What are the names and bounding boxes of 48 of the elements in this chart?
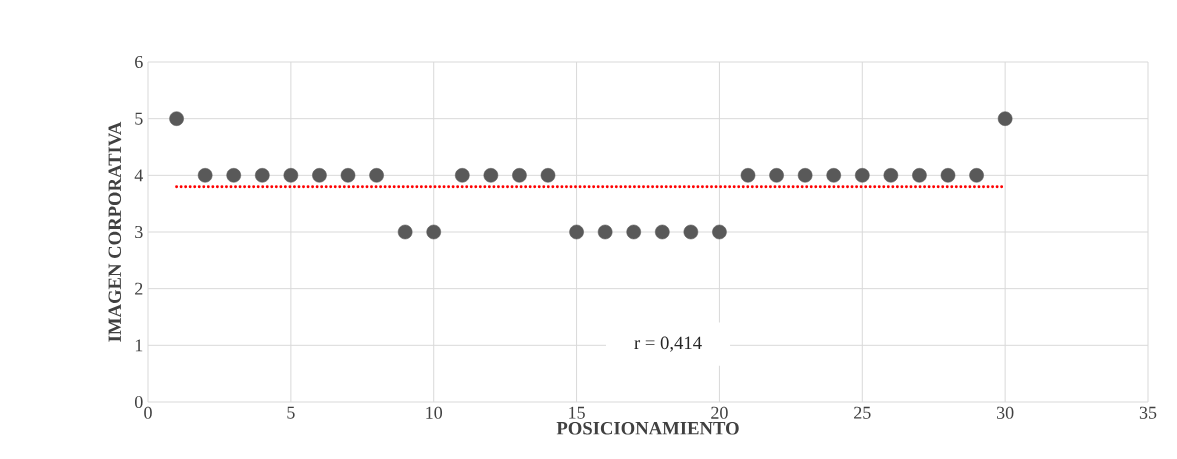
point <box>540 168 556 183</box>
y-tick-label: 6 <box>135 55 143 69</box>
point <box>397 224 413 240</box>
point <box>283 168 299 183</box>
x-tick-label: 20 <box>711 406 728 419</box>
y-tick-label: 1 <box>135 339 143 352</box>
y-tick-label: 3 <box>135 225 143 239</box>
x-tick-label: 30 <box>997 406 1014 419</box>
point <box>855 168 870 183</box>
point <box>969 168 984 183</box>
y-tick-label: 2 <box>135 282 143 295</box>
point <box>712 224 727 240</box>
point <box>797 168 813 183</box>
point <box>883 168 899 183</box>
point <box>255 168 270 183</box>
point <box>769 168 784 183</box>
point <box>912 168 927 183</box>
point <box>683 224 699 240</box>
point <box>597 224 613 240</box>
point <box>455 168 470 183</box>
point <box>340 168 356 183</box>
y-tick-label: 0 <box>134 395 143 409</box>
point <box>226 168 241 183</box>
point <box>169 111 184 126</box>
x-tick-label: 5 <box>287 406 295 419</box>
point <box>569 224 584 240</box>
point <box>512 168 527 183</box>
point <box>426 224 441 240</box>
x-tick-label: 10 <box>426 406 443 419</box>
x-tick-label: 25 <box>854 406 871 419</box>
x-tick-label: 35 <box>1139 406 1157 419</box>
x-tick-label: 15 <box>569 406 585 419</box>
x-tick-label: 0 <box>144 406 152 419</box>
y-tick-label: 5 <box>135 112 143 125</box>
point <box>483 168 499 183</box>
point <box>997 111 1013 126</box>
point <box>655 224 670 240</box>
x-axis-title: POSICIONAMIENTO <box>556 422 739 435</box>
y-tick-label: 4 <box>134 169 144 182</box>
y-axis-title: IMAGEN CORPORATIVA <box>108 121 122 342</box>
point <box>626 224 641 240</box>
point <box>940 168 956 183</box>
point <box>312 168 327 183</box>
annotation: r = 0,414 <box>634 336 702 352</box>
point <box>197 168 213 183</box>
point <box>826 168 841 183</box>
point <box>369 168 384 183</box>
point <box>740 168 756 183</box>
